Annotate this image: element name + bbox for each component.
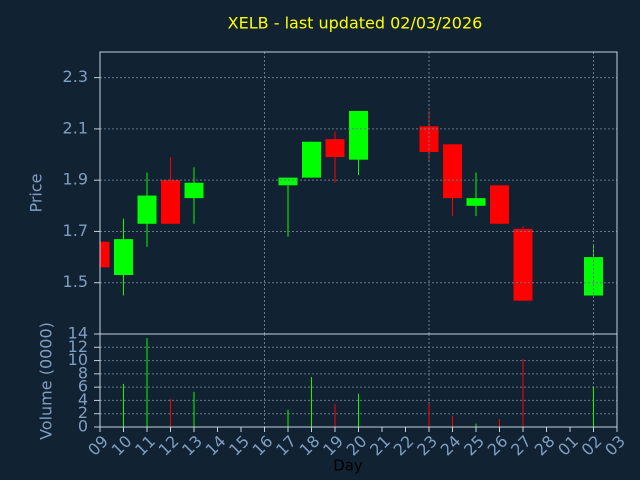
- y-axis-label: Price: [27, 173, 46, 212]
- volume-tick-label: 0: [78, 417, 88, 436]
- candle-body: [137, 195, 157, 224]
- candle-body: [466, 198, 486, 206]
- candle-body: [184, 182, 204, 199]
- candle-body: [490, 185, 509, 224]
- volume-frame: [99, 333, 618, 428]
- candle-body: [443, 144, 462, 199]
- volume-tick-label: 10: [68, 350, 88, 369]
- volume-tick-label: 12: [68, 337, 88, 356]
- x-axis-label: Day: [333, 457, 363, 475]
- y-tick-label: 1.7: [63, 221, 88, 240]
- volume-axis-label: Volume (0000): [37, 322, 56, 440]
- price-panel: [100, 110, 603, 301]
- volume-tick-label: 8: [78, 363, 88, 382]
- volume-tick-label: 6: [78, 377, 88, 396]
- candle-body: [161, 180, 180, 224]
- y-tick-label: 2.3: [63, 67, 88, 86]
- candle-body: [114, 239, 133, 276]
- y-tick-label: 1.5: [63, 272, 88, 291]
- candle-body: [302, 141, 321, 178]
- x-tick-label: 03: [601, 432, 629, 460]
- candle-body: [100, 241, 110, 268]
- y-tick-label: 2.1: [63, 118, 88, 137]
- candle-body: [419, 126, 439, 152]
- candle-body: [278, 177, 298, 186]
- y-tick-label: 1.9: [63, 170, 88, 189]
- candle-body: [349, 110, 368, 160]
- volume-tick-label: 14: [68, 324, 88, 343]
- candle-body: [513, 228, 533, 301]
- chart-title: XELB - last updated 02/03/2026: [228, 14, 483, 33]
- candle-body: [325, 139, 345, 158]
- volume-tick-label: 2: [78, 403, 88, 422]
- volume-tick-label: 4: [78, 390, 88, 409]
